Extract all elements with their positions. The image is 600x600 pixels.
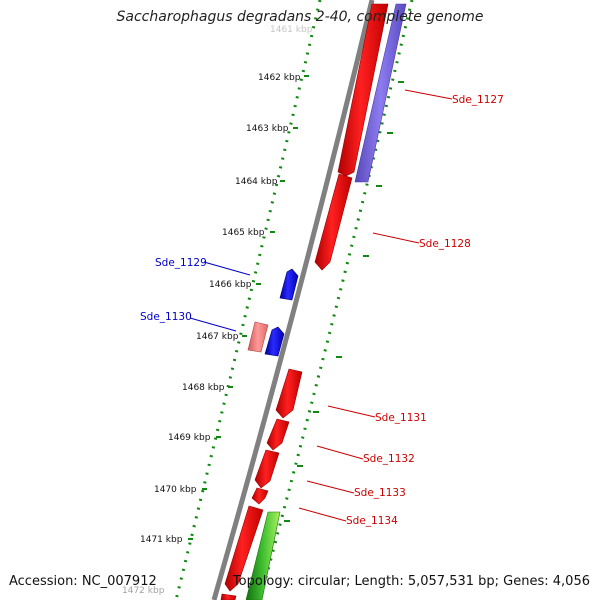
green-feature-track — [245, 511, 281, 600]
purple-feature-track — [354, 3, 407, 183]
gene-sde-1129-arrow — [279, 268, 299, 301]
scale-label-1471: 1471 kbp — [140, 535, 183, 545]
gene-label-sde-1128[interactable]: Sde_1128 — [419, 238, 471, 250]
scale-track-inner — [258, 0, 414, 600]
scale-label-1461: 1461 kbp — [270, 25, 313, 35]
gene-sde-1133-arrow — [254, 449, 280, 489]
gene-sde-1128-arrow — [314, 173, 353, 271]
gene-sde-1127-arrow — [337, 3, 389, 177]
gene-sde-1134-arrow — [251, 487, 269, 505]
scale-ticks — [188, 75, 404, 540]
gene-sde-1131-arrow — [275, 368, 303, 419]
scale-label-1469: 1469 kbp — [168, 433, 211, 443]
scale-label-1466: 1466 kbp — [209, 280, 252, 290]
scale-label-1470: 1470 kbp — [154, 485, 197, 495]
gene-label-sde-1132[interactable]: Sde_1132 — [363, 453, 415, 465]
scale-label-1463: 1463 kbp — [246, 124, 289, 134]
scale-label-1462: 1462 kbp — [258, 73, 301, 83]
gene-sde-1130-arrow — [264, 326, 285, 357]
gene-red-bottom-block — [220, 593, 237, 600]
scale-label-1472: 1472 kbp — [122, 586, 165, 596]
gene-label-sde-1130[interactable]: Sde_1130 — [140, 311, 192, 323]
gene-red-long-arrow — [224, 505, 264, 592]
scale-label-1465: 1465 kbp — [222, 228, 265, 238]
scale-label-1467: 1467 kbp — [196, 332, 239, 342]
genome-summary-text: Topology: circular; Length: 5,057,531 bp… — [232, 574, 590, 589]
gene-label-sde-1131[interactable]: Sde_1131 — [375, 412, 427, 424]
gene-label-sde-1129[interactable]: Sde_1129 — [155, 257, 207, 269]
gene-pink-block — [247, 321, 269, 353]
map-title: Saccharophagus degradans 2-40, complete … — [116, 9, 484, 25]
gene-label-sde-1134[interactable]: Sde_1134 — [346, 515, 398, 527]
gene-label-sde-1133[interactable]: Sde_1133 — [354, 487, 406, 499]
accession-text: Accession: NC_007912 — [9, 574, 157, 589]
gene-label-sde-1127[interactable]: Sde_1127 — [452, 94, 504, 106]
leader-lines — [189, 89, 453, 522]
genome-backbone — [211, 0, 375, 600]
gene-sde-1132-arrow — [266, 418, 290, 451]
scale-label-1468: 1468 kbp — [182, 383, 225, 393]
scale-label-1464: 1464 kbp — [235, 177, 278, 187]
